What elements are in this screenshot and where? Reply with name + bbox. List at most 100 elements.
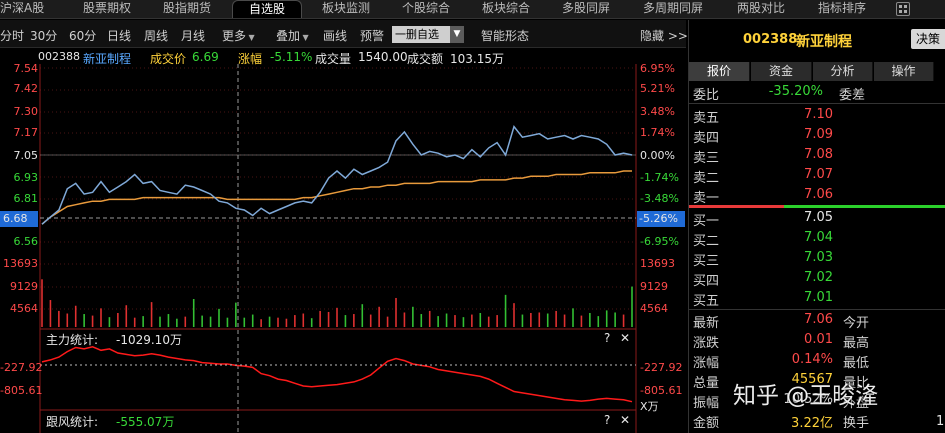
stat-label: 最新 — [693, 316, 720, 331]
help-icon[interactable]: ? — [604, 331, 611, 345]
ask-row: 卖一 7.06 — [693, 187, 943, 207]
volume-tick: 13693 — [3, 257, 38, 270]
stat-label: 金额 — [693, 416, 720, 431]
price-value: 6.69 — [192, 50, 219, 64]
stat-label: 最高 — [843, 336, 870, 351]
pct-tick: 1.74% — [640, 126, 675, 139]
price-line — [41, 125, 633, 225]
crosshair-price-label: 6.68 — [0, 211, 38, 227]
ask-label: 卖五 — [693, 111, 720, 126]
price-tick: 6.56 — [13, 235, 39, 248]
panel-stock-code: 002388 — [743, 32, 798, 47]
ask-price: 7.08 — [804, 147, 833, 162]
nav-tab-sector-monitor[interactable]: 板块监测 — [322, 1, 371, 15]
order-diff-label: 委差 — [839, 88, 866, 103]
stat-value: 45567 — [791, 372, 833, 387]
tab-analysis[interactable]: 分析 — [813, 62, 873, 81]
stat-row: 金额 3.22亿 换手 — [693, 412, 943, 432]
quote-panel: 002388 新亚制程 决策 报价 资金 分析 操作 委比 -35.20% 委差… — [688, 20, 945, 433]
stat-label: 涨幅 — [693, 356, 720, 371]
hide-panel-button[interactable]: 隐藏 >> — [640, 29, 688, 43]
stat-value: 7.06 — [804, 312, 833, 327]
main-flow-line — [41, 346, 633, 403]
tab-operation[interactable]: 操作 — [874, 62, 934, 81]
bid-price: 7.02 — [804, 270, 833, 285]
period-intraday[interactable]: 分时 — [0, 29, 25, 43]
decision-button[interactable]: 决策 — [911, 29, 945, 49]
close-icon[interactable]: ✕ — [620, 413, 631, 427]
help-icon[interactable]: ? — [604, 413, 611, 427]
bid-row: 买三 7.03 — [693, 250, 943, 270]
close-icon[interactable]: ✕ — [620, 331, 631, 345]
stat-row: 涨跌 0.01 最高 — [693, 332, 943, 352]
volume-label: 成交量 — [315, 52, 352, 66]
period-daily[interactable]: 日线 — [107, 29, 132, 43]
stock-name: 新亚制程 — [83, 52, 132, 66]
ask-label: 卖四 — [693, 131, 720, 146]
alert-button[interactable]: 预警 — [360, 29, 385, 43]
pct-tick: 6.95% — [640, 62, 675, 75]
nav-tab-compare[interactable]: 两股对比 — [737, 1, 786, 15]
nav-tab-indicator-sort[interactable]: 指标排序 — [818, 1, 867, 15]
tab-funds[interactable]: 资金 — [751, 62, 812, 81]
pct-tick: 5.21% — [640, 82, 675, 95]
ask-strength-bar — [689, 205, 784, 208]
turnover-value: 1 — [936, 414, 945, 429]
nav-tab-stock-options[interactable]: 股票期权 — [83, 1, 132, 15]
overlay-dropdown[interactable]: 叠加 ▼ — [276, 29, 309, 43]
stat-label: 最低 — [843, 356, 870, 371]
volume-tick: 4564 — [640, 302, 668, 315]
price-tick: 7.42 — [13, 82, 39, 95]
period-60min[interactable]: 60分 — [69, 29, 97, 43]
nav-tab-index-futures[interactable]: 股指期货 — [163, 1, 212, 15]
overlay-label: 叠加 — [276, 29, 301, 43]
nav-tab-multi-stock[interactable]: 多股同屏 — [562, 1, 611, 15]
period-30min[interactable]: 30分 — [30, 29, 58, 43]
bid-label: 买三 — [693, 254, 720, 269]
remove-watchlist-button[interactable]: 一删自选 ▼ — [392, 26, 464, 43]
stat-value: 10.52% — [783, 392, 833, 407]
price-tick: 7.17 — [13, 126, 39, 139]
stat-value: 0.14% — [791, 352, 833, 367]
stat-value: 3.22亿 — [791, 416, 833, 431]
volume-tick: 9129 — [10, 280, 38, 293]
smart-shape-button[interactable]: 智能形态 — [481, 29, 530, 43]
bid-price: 7.05 — [804, 210, 833, 225]
chevron-down-icon[interactable]: ▼ — [450, 26, 464, 43]
main-flow-value: -1029.10万 — [116, 333, 182, 347]
change-value: -5.11% — [270, 50, 313, 64]
ask-price: 7.09 — [804, 127, 833, 142]
price-tick: 6.93 — [13, 171, 39, 184]
ask-row: 卖四 7.09 — [693, 127, 943, 147]
stat-row: 振幅 10.52% 外盘 — [693, 392, 943, 412]
period-monthly[interactable]: 月线 — [181, 29, 206, 43]
pct-tick: 3.48% — [640, 105, 675, 118]
pct-tick: -6.95% — [640, 235, 679, 248]
amount-value: 103.15万 — [450, 52, 504, 66]
ask-row: 卖五 7.10 — [693, 107, 943, 127]
nav-tab-multi-period[interactable]: 多周期同屏 — [643, 1, 704, 15]
more-label: 更多 — [222, 29, 247, 43]
follow-flow-title: 跟风统计: — [46, 415, 99, 429]
nav-tab-sh-sz-a[interactable]: 沪深A股 — [0, 1, 45, 15]
price-tick: 7.30 — [13, 105, 39, 118]
bid-strength-bar — [784, 205, 945, 208]
grid-menu-icon[interactable] — [896, 2, 910, 16]
main-flow-title: 主力统计: — [46, 333, 99, 347]
period-weekly[interactable]: 周线 — [144, 29, 169, 43]
stat-label: 总量 — [693, 376, 720, 391]
pct-tick: -3.48% — [640, 192, 679, 205]
tab-quote[interactable]: 报价 — [689, 62, 750, 81]
quote-info-line: 002388 新亚制程 成交价 6.69 涨幅 -5.11% 成交量 1540.… — [0, 50, 686, 66]
draw-line-button[interactable]: 画线 — [323, 29, 348, 43]
nav-tab-stock-overview[interactable]: 个股综合 — [402, 1, 451, 15]
flow-unit: X万 — [640, 400, 659, 413]
stat-row: 涨幅 0.14% 最低 — [693, 352, 943, 372]
bid-row: 买五 7.01 — [693, 290, 943, 310]
nav-tab-watchlist[interactable]: 自选股 — [232, 0, 302, 18]
stat-label: 今开 — [843, 316, 870, 331]
more-dropdown[interactable]: 更多 ▼ — [222, 29, 255, 43]
nav-tab-sector-overview[interactable]: 板块综合 — [482, 1, 531, 15]
intraday-chart[interactable] — [0, 0, 688, 433]
ask-row: 卖二 7.07 — [693, 167, 943, 187]
